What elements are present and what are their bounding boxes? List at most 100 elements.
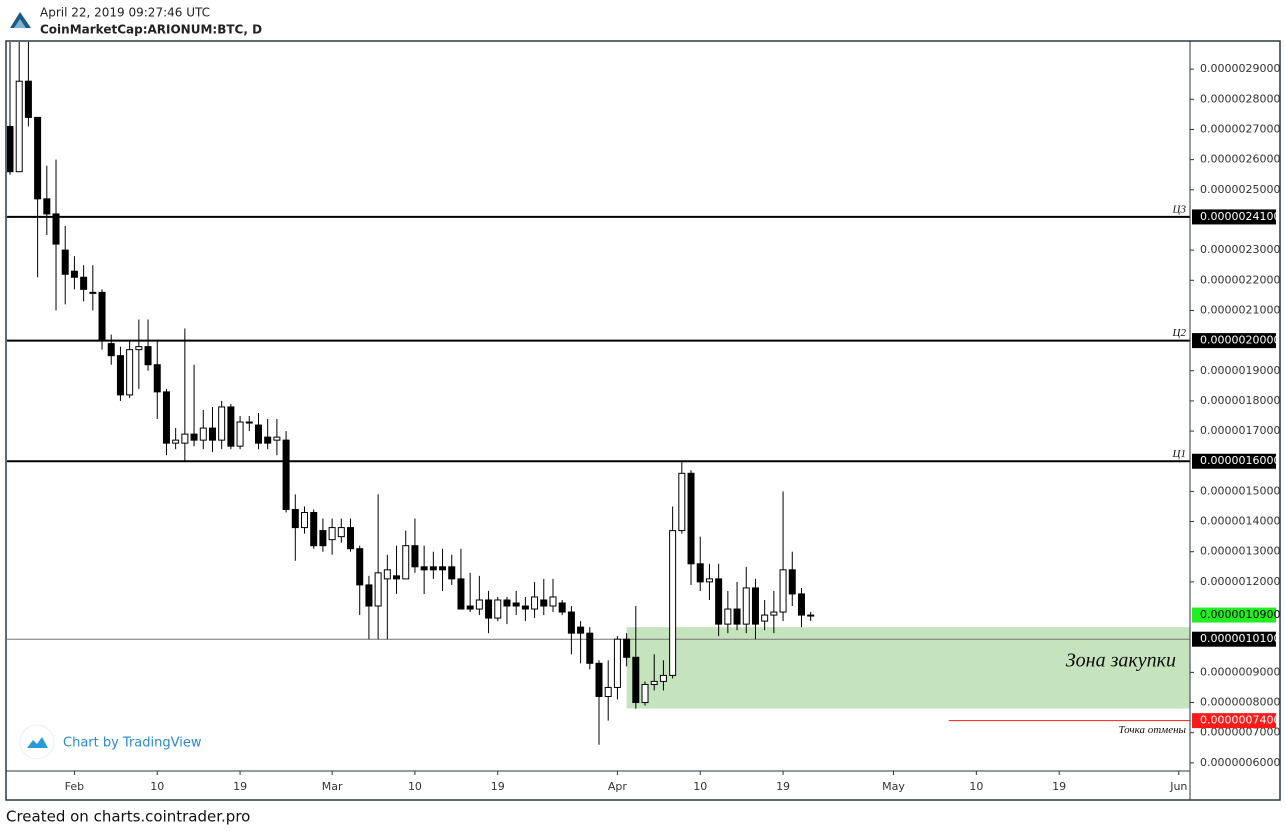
- candle-body: [595, 662, 603, 698]
- candle-body: [807, 614, 815, 617]
- x-tick-label: 10: [969, 780, 983, 793]
- candle-body: [116, 355, 124, 396]
- buy-zone: [626, 627, 1190, 709]
- candle-body: [503, 599, 511, 607]
- candle-body: [347, 527, 355, 550]
- candle-body: [512, 602, 520, 607]
- candle-body: [457, 578, 465, 610]
- candle-body: [549, 596, 557, 607]
- candle-body: [485, 599, 493, 619]
- candle-body: [80, 276, 88, 290]
- candle-body: [411, 545, 419, 568]
- y-tick-label: 0.0000015000: [1200, 484, 1280, 497]
- candle-body: [337, 527, 345, 538]
- candle-body: [724, 608, 732, 625]
- candle-body: [669, 530, 677, 676]
- candle-body: [641, 683, 649, 704]
- candle-body: [393, 575, 401, 580]
- stop-label: 0.0000007400: [1200, 714, 1280, 727]
- stop-label-box: [1192, 713, 1276, 729]
- candle-body: [208, 427, 216, 441]
- y-tick-label: 0.0000019000: [1200, 364, 1280, 377]
- candle-body: [650, 680, 658, 685]
- candle-body: [521, 605, 529, 610]
- candle-body: [751, 587, 759, 625]
- candle-body: [162, 391, 170, 444]
- candle-body: [439, 566, 447, 571]
- candle-body: [172, 439, 180, 444]
- y-tick-label: 0.0000027000: [1200, 122, 1280, 135]
- candle-body: [291, 509, 299, 529]
- y-tick-label: 0.0000017000: [1200, 424, 1280, 437]
- frame: [5, 40, 1281, 801]
- candle-body: [742, 587, 750, 625]
- candle-body: [779, 569, 787, 613]
- candle-body: [61, 249, 69, 275]
- candle-body: [7, 125, 14, 173]
- candle-body: [15, 80, 23, 173]
- y-tick-label: 0.0000008000: [1200, 696, 1280, 709]
- candle-body: [153, 364, 161, 393]
- candle-body: [126, 349, 134, 396]
- candle-body: [319, 530, 327, 547]
- plot-area: [7, 42, 1190, 745]
- candle-body: [402, 545, 410, 580]
- marker-price-label: 0.0000010100: [1200, 632, 1280, 645]
- watermark: Chart by TradingView: [19, 724, 202, 760]
- x-tick-label: May: [882, 780, 905, 793]
- candle-body: [365, 584, 373, 607]
- candle-body: [623, 638, 631, 658]
- y-tick-label: 0.0000026000: [1200, 153, 1280, 166]
- candle-body: [135, 346, 143, 351]
- y-tick-label: 0.0000018000: [1200, 394, 1280, 407]
- candle-body: [678, 472, 686, 532]
- x-tick-label: 10: [408, 780, 422, 793]
- x-tick-label: 10: [693, 780, 707, 793]
- stop-text: Точка отмены: [1118, 724, 1186, 736]
- candle-body: [733, 608, 741, 625]
- candle-body: [586, 632, 594, 664]
- y-tick-label: 0.0000022000: [1200, 273, 1280, 286]
- candle-body: [531, 596, 539, 610]
- y-tick-label: 0.0000006000: [1200, 756, 1280, 769]
- y-tick-label: 0.0000012000: [1200, 575, 1280, 588]
- x-tick-label: Mar: [322, 780, 343, 793]
- level-label: 0.0000020000: [1200, 334, 1280, 347]
- candle-body: [245, 421, 253, 424]
- overlay: Зона закупки Точка отмены Ц3 Ц2 Ц1 Feb 10 19 Mar…: [65, 62, 1280, 799]
- x-tick-label: Apr: [608, 780, 628, 793]
- candle-body: [705, 578, 713, 583]
- candle-body: [659, 674, 667, 682]
- candle-body: [43, 198, 51, 215]
- candle-body: [218, 406, 226, 441]
- candle-body: [144, 346, 152, 366]
- candle-body: [301, 512, 308, 529]
- candle-body: [420, 566, 428, 571]
- candle-body: [429, 566, 437, 571]
- candle-body: [273, 436, 281, 441]
- level-name: Ц2: [1172, 327, 1187, 339]
- watermark-badge: [19, 724, 55, 760]
- timestamp: April 22, 2019 09:27:46 UTC: [40, 6, 210, 20]
- candle-body: [797, 593, 805, 616]
- candle-body: [761, 614, 769, 622]
- symbol: CoinMarketCap:ARIONUM:BTC, D: [40, 23, 262, 37]
- candle-body: [356, 548, 364, 586]
- x-tick-label: Feb: [65, 780, 84, 793]
- candle-body: [466, 605, 474, 610]
- level-label: 0.0000024100: [1200, 210, 1280, 223]
- candle-body: [199, 427, 207, 441]
- level-name: Ц3: [1172, 203, 1187, 215]
- candle-body: [264, 436, 272, 444]
- marker-price-label-box: [1192, 631, 1276, 647]
- logo: [10, 12, 31, 28]
- candle-body: [52, 213, 60, 245]
- y-tick-label: 0.0000023000: [1200, 243, 1280, 256]
- x-tick-label: 19: [776, 780, 790, 793]
- y-tick-label: 0.0000014000: [1200, 515, 1280, 528]
- level-name: Ц1: [1172, 448, 1186, 460]
- x-tick-label: 10: [150, 780, 164, 793]
- candle-body: [715, 578, 723, 625]
- candle-body: [34, 116, 42, 200]
